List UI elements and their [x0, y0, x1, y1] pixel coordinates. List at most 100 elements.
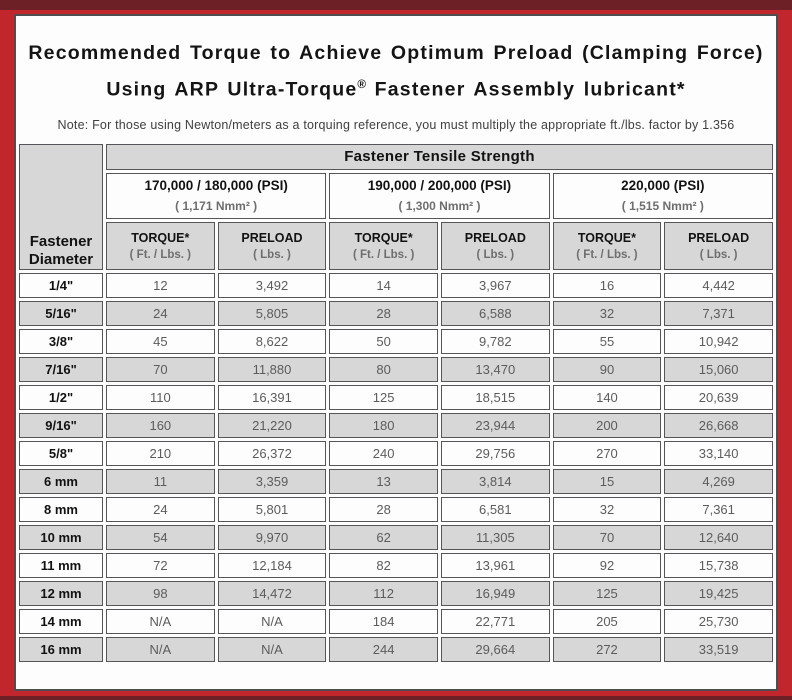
value-cell: 125 — [329, 384, 438, 410]
value-cell: 15,738 — [664, 552, 773, 578]
torque-spec-table: Fastener Diameter Fastener Tensile Stren… — [16, 141, 776, 665]
value-cell: 32 — [552, 496, 662, 522]
fastener-diameter-cell: 14 mm — [19, 608, 103, 634]
preload-column-header: PRELOAD ( Lbs. ) — [440, 221, 550, 270]
value-cell: 24 — [106, 496, 215, 522]
psi-group-1: 170,000 / 180,000 (PSI) ( 1,171 Nmm² ) — [106, 172, 327, 219]
table-row: 5/8" 210 26,372 240 29,756 270 33,140 — [19, 440, 773, 466]
fastener-diameter-cell: 7/16" — [19, 356, 103, 382]
value-cell: 12,184 — [217, 552, 327, 578]
tensile-strength-header: Fastener Tensile Strength — [106, 143, 773, 170]
value-cell: 82 — [329, 552, 438, 578]
value-cell: 18,515 — [440, 384, 550, 410]
value-cell: 184 — [329, 608, 438, 634]
fastener-diameter-cell: 1/4" — [19, 272, 103, 298]
value-cell: 54 — [106, 524, 215, 550]
value-cell: 15,060 — [664, 356, 773, 382]
value-cell: 12,640 — [664, 524, 773, 550]
frame-top-strip — [0, 0, 792, 10]
value-cell: N/A — [106, 636, 215, 662]
value-cell: 110 — [106, 384, 215, 410]
value-cell: 14,472 — [217, 580, 327, 606]
value-cell: 90 — [552, 356, 662, 382]
value-cell: 28 — [329, 300, 438, 326]
value-cell: 23,944 — [440, 412, 550, 438]
value-cell: 180 — [329, 412, 438, 438]
fastener-diameter-cell: 8 mm — [19, 496, 103, 522]
value-cell: 10,942 — [664, 328, 773, 354]
preload-column-header: PRELOAD ( Lbs. ) — [217, 221, 327, 270]
title-line-1: Recommended Torque to Achieve Optimum Pr… — [28, 42, 764, 64]
value-cell: 272 — [552, 636, 662, 662]
value-cell: 11,305 — [440, 524, 550, 550]
table-row: 1/4" 12 3,492 14 3,967 16 4,442 — [19, 272, 773, 298]
value-cell: 6,588 — [440, 300, 550, 326]
value-cell: 62 — [329, 524, 438, 550]
table-row: 16 mm N/A N/A 244 29,664 272 33,519 — [19, 636, 773, 662]
value-cell: 33,140 — [664, 440, 773, 466]
fastener-diameter-cell: 6 mm — [19, 468, 103, 494]
value-cell: N/A — [106, 608, 215, 634]
value-cell: 14 — [329, 272, 438, 298]
value-cell: 112 — [329, 580, 438, 606]
value-cell: 32 — [552, 300, 662, 326]
value-cell: 45 — [106, 328, 215, 354]
fastener-diameter-cell: 16 mm — [19, 636, 103, 662]
value-cell: 13 — [329, 468, 438, 494]
value-cell: 240 — [329, 440, 438, 466]
value-cell: 244 — [329, 636, 438, 662]
value-cell: 5,801 — [217, 496, 327, 522]
value-cell: 55 — [552, 328, 662, 354]
value-cell: 3,492 — [217, 272, 327, 298]
value-cell: N/A — [217, 608, 327, 634]
header-row-psi: 170,000 / 180,000 (PSI) ( 1,171 Nmm² ) 1… — [19, 172, 773, 219]
header-row-tensile: Fastener Diameter Fastener Tensile Stren… — [19, 143, 773, 270]
value-cell: 92 — [552, 552, 662, 578]
table-row: 10 mm 54 9,970 62 11,305 70 12,640 — [19, 524, 773, 550]
table-row: 8 mm 24 5,801 28 6,581 32 7,361 — [19, 496, 773, 522]
value-cell: 16 — [552, 272, 662, 298]
value-cell: 270 — [552, 440, 662, 466]
conversion-note: Note: For those using Newton/meters as a… — [57, 117, 735, 132]
value-cell: 80 — [329, 356, 438, 382]
value-cell: 19,425 — [664, 580, 773, 606]
torque-column-header: TORQUE* ( Ft. / Lbs. ) — [106, 221, 215, 270]
value-cell: 4,269 — [664, 468, 773, 494]
value-cell: 125 — [552, 580, 662, 606]
fastener-diameter-cell: 11 mm — [19, 552, 103, 578]
value-cell: 28 — [329, 496, 438, 522]
value-cell: 140 — [552, 384, 662, 410]
value-cell: 25,730 — [664, 608, 773, 634]
frame-bottom-strip — [0, 696, 792, 700]
table-row: 11 mm 72 12,184 82 13,961 92 15,738 — [19, 552, 773, 578]
value-cell: 98 — [106, 580, 215, 606]
preload-column-header: PRELOAD ( Lbs. ) — [664, 221, 773, 270]
header-row-units: TORQUE* ( Ft. / Lbs. ) PRELOAD ( Lbs. ) … — [19, 221, 773, 270]
value-cell: 15 — [552, 468, 662, 494]
table-row: 6 mm 11 3,359 13 3,814 15 4,269 — [19, 468, 773, 494]
table-row: 5/16" 24 5,805 28 6,588 32 7,371 — [19, 300, 773, 326]
fastener-diameter-cell: 1/2" — [19, 384, 103, 410]
psi-group-3: 220,000 (PSI) ( 1,515 Nmm² ) — [552, 172, 773, 219]
value-cell: 210 — [106, 440, 215, 466]
value-cell: 4,442 — [664, 272, 773, 298]
psi-group-2: 190,000 / 200,000 (PSI) ( 1,300 Nmm² ) — [329, 172, 550, 219]
table-row: 12 mm 98 14,472 112 16,949 125 19,425 — [19, 580, 773, 606]
value-cell: 3,359 — [217, 468, 327, 494]
value-cell: 70 — [552, 524, 662, 550]
value-cell: 21,220 — [217, 412, 327, 438]
value-cell: 70 — [106, 356, 215, 382]
value-cell: 6,581 — [440, 496, 550, 522]
value-cell: 20,639 — [664, 384, 773, 410]
value-cell: 5,805 — [217, 300, 327, 326]
value-cell: 9,970 — [217, 524, 327, 550]
value-cell: 160 — [106, 412, 215, 438]
value-cell: 16,391 — [217, 384, 327, 410]
fastener-diameter-cell: 5/8" — [19, 440, 103, 466]
fastener-diameter-cell: 10 mm — [19, 524, 103, 550]
document-sheet: Recommended Torque to Achieve Optimum Pr… — [14, 14, 778, 691]
value-cell: 26,668 — [664, 412, 773, 438]
value-cell: 13,961 — [440, 552, 550, 578]
value-cell: 26,372 — [217, 440, 327, 466]
value-cell: 11,880 — [217, 356, 327, 382]
